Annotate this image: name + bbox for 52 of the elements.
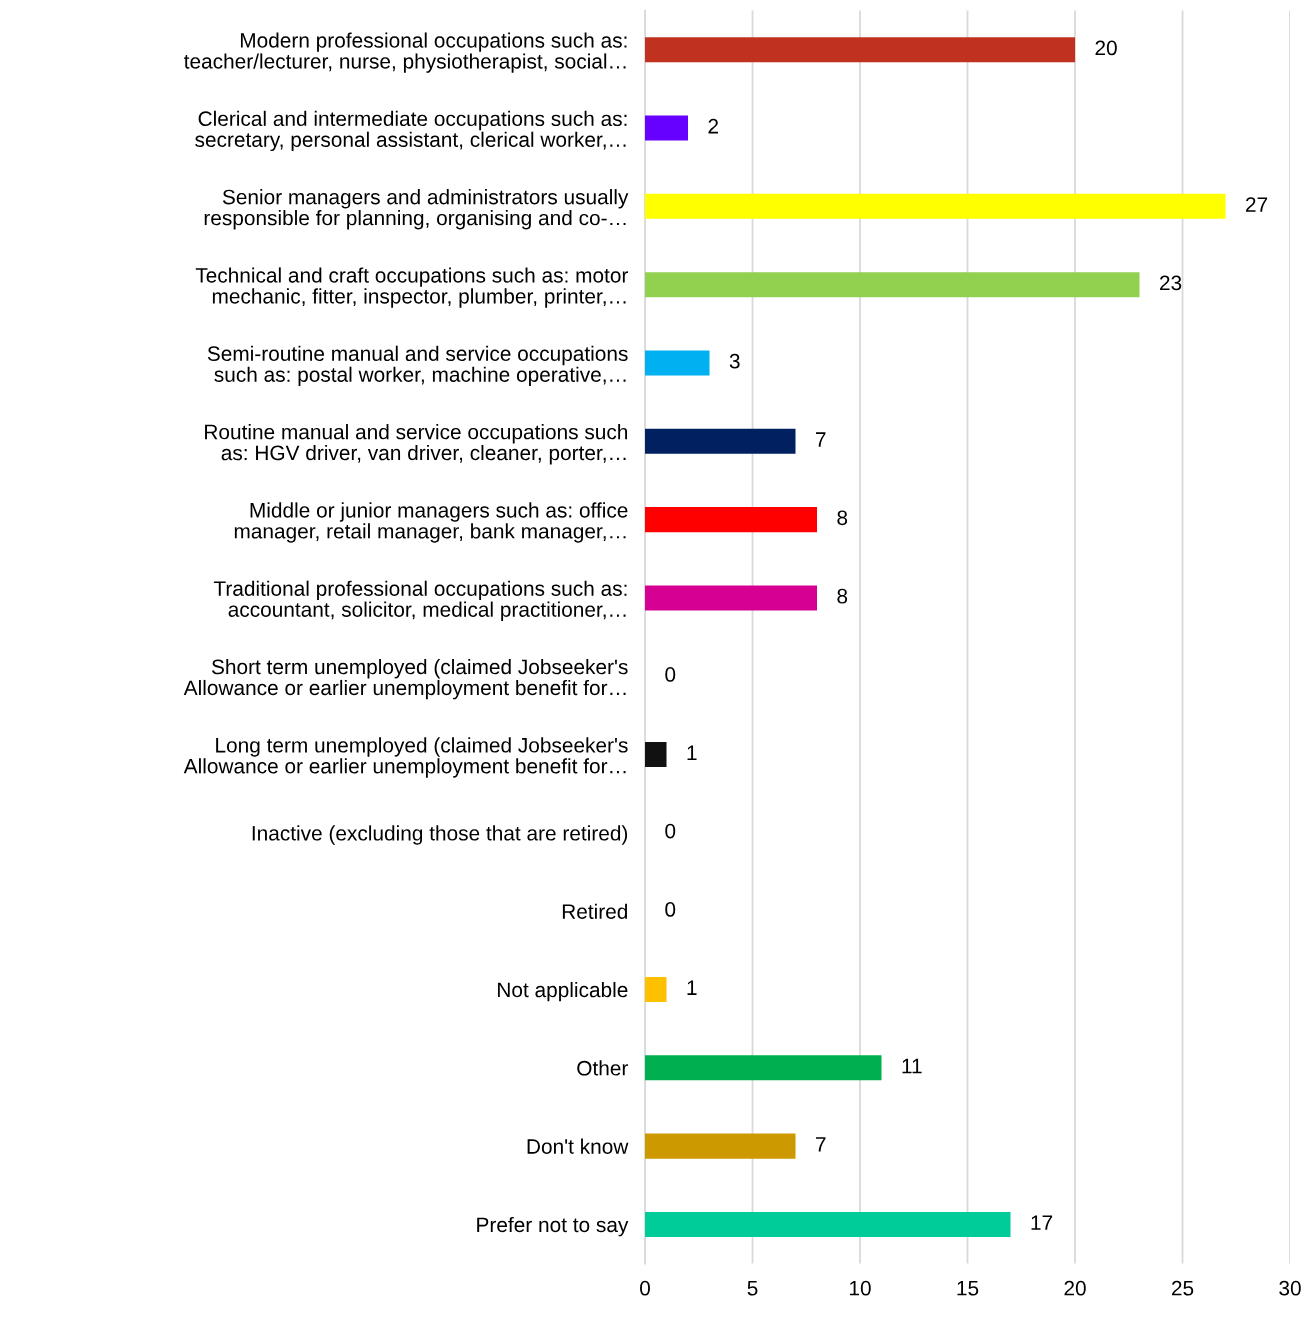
y-tick-label: Long term unemployed (claimed Jobseeker's Allowance or earlier unemployment benefit for… bbox=[183, 737, 628, 778]
bar bbox=[645, 976, 667, 1003]
data-label: 7 bbox=[816, 432, 826, 447]
data-label: 17 bbox=[1031, 1215, 1053, 1230]
y-tick-label: Prefer not to say bbox=[477, 1216, 629, 1237]
y-tick-label: Retired bbox=[562, 903, 628, 919]
y-tick-label: Middle or junior managers such as: office manager, retail manager, bank manager,… bbox=[234, 502, 628, 543]
data-label: 0 bbox=[665, 667, 676, 682]
data-label: 3 bbox=[729, 353, 740, 369]
bar bbox=[645, 115, 689, 141]
data-label: 1 bbox=[687, 745, 697, 760]
bar bbox=[645, 37, 1076, 63]
y-tick-label: Senior managers and administrators usually responsible for planning, organising and co-… bbox=[204, 189, 629, 230]
y-tick-label: Routine manual and service occupations such as: HGV driver, van driver, cleaner, porter,… bbox=[205, 424, 628, 465]
y-tick-label: Don't know bbox=[527, 1138, 629, 1154]
bar bbox=[645, 272, 1140, 298]
x-tick-label: 10 bbox=[850, 1280, 871, 1296]
bar bbox=[645, 1055, 882, 1081]
data-label: 0 bbox=[665, 823, 676, 839]
data-label: 27 bbox=[1246, 197, 1268, 212]
bar bbox=[645, 193, 1226, 219]
data-label: 23 bbox=[1160, 275, 1182, 291]
y-tick-label: Inactive (excluding those that are retired) bbox=[252, 825, 628, 845]
data-label: 11 bbox=[902, 1058, 922, 1074]
x-tick-label: 25 bbox=[1171, 1280, 1194, 1296]
data-label: 8 bbox=[837, 588, 848, 604]
x-tick-label: 30 bbox=[1279, 1280, 1301, 1296]
bar bbox=[645, 1211, 1011, 1237]
data-label: 1 bbox=[687, 980, 697, 995]
bar bbox=[645, 585, 818, 611]
data-label: 20 bbox=[1095, 40, 1117, 56]
y-tick-label: Technical and craft occupations such as: motor mechanic, fitter, inspector, plumber, printer,… bbox=[195, 267, 629, 308]
bar bbox=[645, 1133, 796, 1159]
x-tick-label: 15 bbox=[957, 1281, 979, 1296]
bar bbox=[645, 350, 710, 376]
data-label: 8 bbox=[837, 510, 848, 526]
data-label: 2 bbox=[708, 118, 718, 134]
y-tick-label: Other bbox=[577, 1060, 628, 1076]
x-tick-label: 5 bbox=[747, 1281, 758, 1296]
bar bbox=[645, 507, 818, 533]
x-tick-label: 20 bbox=[1064, 1280, 1086, 1296]
y-tick-label: Not applicable bbox=[498, 981, 628, 1002]
bar bbox=[645, 428, 796, 454]
bar bbox=[645, 742, 667, 768]
y-tick-label: Modern professional occupations such as: teacher/lecturer, nurse, physiotherapist, social… bbox=[184, 32, 627, 73]
data-label: 0 bbox=[665, 902, 676, 917]
y-tick-label: Traditional professional occupations such as: accountant, solicitor, medical practitioner,… bbox=[213, 580, 627, 622]
y-tick-label: Clerical and intermediate occupations such as: secretary, personal assistant, clerical worker,… bbox=[195, 110, 627, 152]
data-label: 7 bbox=[816, 1137, 826, 1152]
x-tick-label: 0 bbox=[640, 1280, 650, 1296]
y-tick-label: Short term unemployed (claimed Jobseeker's Allowance or earlier unemployment benefit for… bbox=[183, 658, 628, 700]
y-tick-label: Semi-routine manual and service occupations such as: postal worker, machine operative,… bbox=[207, 345, 628, 387]
